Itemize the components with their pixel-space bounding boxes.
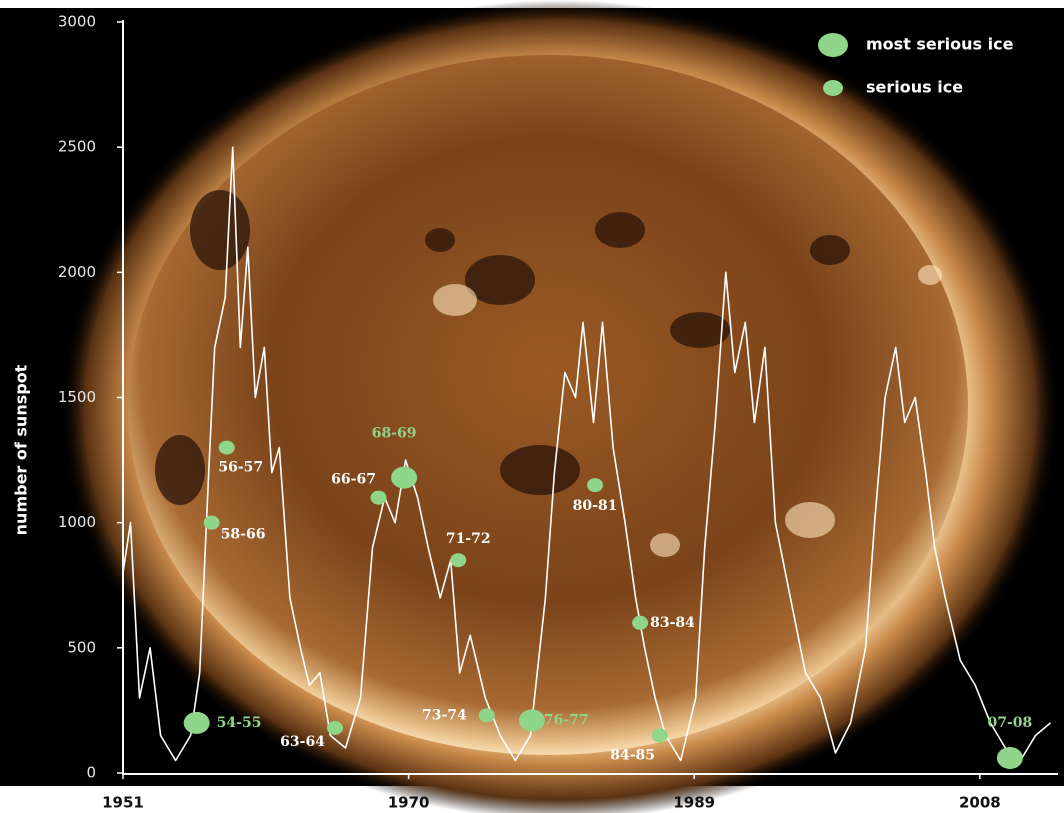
y-tick-label: 1500: [58, 388, 96, 406]
ice-label: 66-67: [331, 472, 376, 488]
ice-marker: [479, 708, 495, 722]
ice-label: 58-66: [221, 527, 266, 543]
x-tick-label: 2008: [959, 794, 1001, 812]
x-tick-label: 1989: [673, 794, 715, 812]
ice-marker: [371, 491, 387, 505]
y-axis-label: number of sunspot: [12, 364, 31, 535]
ice-label: 07-08: [988, 715, 1033, 731]
y-tick-label: 3000: [58, 13, 96, 31]
ice-marker: [450, 553, 466, 567]
ice-label: 68-69: [372, 426, 417, 442]
ice-label: 73-74: [422, 707, 467, 723]
ice-label: 54-55: [217, 715, 262, 731]
ice-label: 83-84: [650, 615, 695, 631]
ice-marker: [219, 441, 235, 455]
y-tick-label: 500: [67, 638, 96, 656]
x-tick-label: 1951: [102, 794, 144, 812]
ice-label: 84-85: [610, 747, 655, 763]
ice-marker: [997, 747, 1023, 769]
ice-marker: [327, 721, 343, 735]
ice-marker: [204, 516, 220, 530]
legend-label: most serious ice: [866, 35, 1014, 54]
y-tick-label: 2000: [58, 263, 96, 281]
ice-label: 71-72: [446, 531, 491, 547]
ice-marker: [184, 712, 210, 734]
y-tick-label: 1000: [58, 513, 96, 531]
sun-disk: [128, 55, 968, 755]
ice-label: 63-64: [280, 734, 325, 750]
y-tick-label: 2500: [58, 138, 96, 156]
x-tick-label: 1970: [388, 794, 430, 812]
ice-marker: [519, 709, 545, 731]
ice-marker: [652, 728, 668, 742]
chart: number of sunspot 0 500 1000 1500 2000 2500 30…: [0, 0, 1064, 813]
y-tick-label: 0: [86, 764, 96, 782]
legend-label: serious ice: [866, 78, 963, 97]
ice-label: 76-77: [544, 712, 589, 728]
legend-marker: [823, 80, 843, 96]
ice-label: 56-57: [218, 460, 263, 476]
ice-marker: [632, 616, 648, 630]
ice-marker: [587, 478, 603, 492]
ice-label: 80-81: [573, 498, 618, 514]
legend-marker: [818, 33, 848, 57]
ice-marker: [391, 467, 417, 489]
